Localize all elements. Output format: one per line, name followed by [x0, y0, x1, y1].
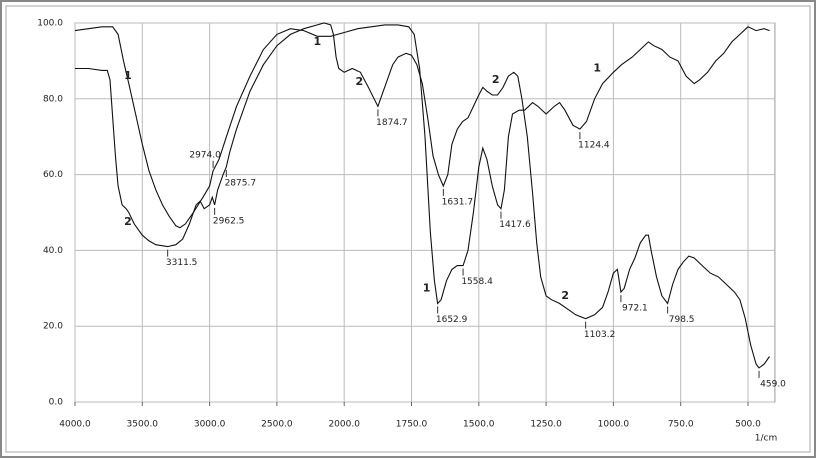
- y-tick-label: 20.0: [43, 322, 63, 332]
- x-tick-label: 2500.0: [261, 420, 293, 430]
- curve-label: 1: [313, 35, 321, 48]
- peak-label: 1124.4: [578, 141, 610, 151]
- x-tick-label: 1500.0: [463, 420, 495, 430]
- y-tick-label: 60.0: [43, 170, 63, 180]
- y-tick-label: 40.0: [43, 246, 63, 256]
- curve-label: 2: [124, 215, 132, 228]
- x-axis-label: 1/cm: [755, 434, 777, 444]
- curve-label: 2: [561, 289, 569, 302]
- x-tick-label: 3500.0: [127, 420, 159, 430]
- peak-label: 3311.5: [166, 258, 198, 268]
- y-tick-label: 0.0: [49, 398, 64, 408]
- x-tick-label: 750.0: [668, 420, 694, 430]
- peak-label: 1103.2: [584, 330, 616, 340]
- spectrum-line: [75, 22, 770, 369]
- peak-label: 1558.4: [461, 277, 493, 287]
- inner-frame: [5, 5, 811, 453]
- peak-label: 1652.9: [436, 315, 468, 325]
- peak-label: 2962.5: [213, 216, 245, 226]
- peak-label: 459.0: [760, 379, 786, 389]
- y-tick-label: 100.0: [37, 19, 63, 29]
- x-tick-label: 1750.0: [396, 420, 428, 430]
- y-tick-label: 80.0: [43, 94, 63, 104]
- x-tick-label: 2000.0: [328, 420, 360, 430]
- peak-label: 1631.7: [442, 197, 474, 207]
- peak-label: 2974.0: [189, 150, 221, 160]
- x-tick-label: 4000.0: [59, 420, 91, 430]
- peak-label: 1874.7: [376, 118, 408, 128]
- curve-label: 1: [593, 61, 601, 74]
- curve-label: 1: [423, 281, 431, 294]
- x-tick-label: 500.0: [735, 420, 761, 430]
- peak-label: 1417.6: [499, 220, 531, 230]
- curve-label: 2: [355, 75, 363, 88]
- curve-label: 1: [124, 69, 132, 82]
- x-tick-label: 1000.0: [598, 420, 630, 430]
- peak-label: 972.1: [622, 304, 648, 314]
- x-tick-label: 1250.0: [530, 420, 562, 430]
- x-tick-label: 3000.0: [194, 420, 226, 430]
- peak-label: 798.5: [669, 315, 695, 325]
- spectrum-line: [74, 24, 770, 305]
- peak-label: 2875.7: [225, 179, 257, 189]
- curve-label: 2: [492, 73, 500, 86]
